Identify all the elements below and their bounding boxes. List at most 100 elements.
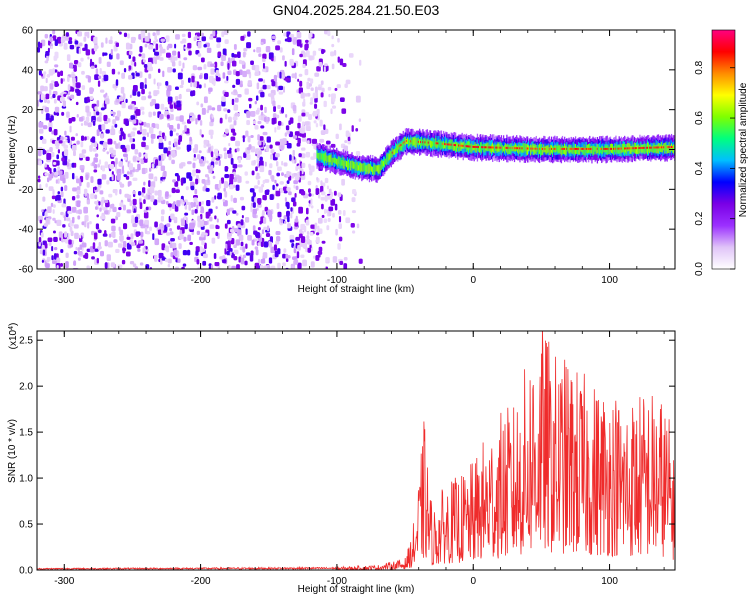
noise-cell bbox=[158, 192, 162, 199]
noise-cell bbox=[256, 154, 261, 158]
noise-cell bbox=[292, 149, 295, 157]
noise-cell bbox=[85, 49, 91, 56]
signal-peak-cell bbox=[600, 147, 603, 150]
noise-cell bbox=[275, 240, 280, 245]
noise-cell bbox=[148, 44, 154, 50]
noise-cell bbox=[203, 139, 208, 145]
noise-cell bbox=[218, 183, 222, 189]
noise-cell bbox=[278, 85, 284, 91]
x-tick-label: -300 bbox=[54, 275, 74, 286]
noise-cell bbox=[258, 160, 264, 167]
noise-cell bbox=[230, 157, 234, 165]
signal-peak-cell bbox=[649, 146, 652, 149]
signal-cell bbox=[368, 163, 371, 174]
signal-peak-cell bbox=[625, 147, 628, 150]
signal-cell bbox=[471, 143, 473, 153]
noise-cell bbox=[290, 207, 293, 212]
noise-cell bbox=[150, 195, 155, 202]
noise-cell bbox=[222, 259, 227, 264]
noise-cell bbox=[132, 177, 138, 182]
noise-cell bbox=[127, 181, 130, 187]
noise-cell bbox=[81, 242, 87, 248]
noise-cell bbox=[94, 194, 98, 200]
noise-cell bbox=[208, 129, 214, 136]
signal-cell bbox=[436, 141, 438, 149]
noise-cell bbox=[231, 225, 235, 230]
noise-cell bbox=[189, 136, 192, 142]
snr-panel: -300 -200 -100 0 100 0.00.51.01.52.02.5 Heig… bbox=[7, 323, 676, 595]
noise-cell bbox=[54, 140, 60, 147]
noise-cell bbox=[241, 60, 245, 65]
signal-cell bbox=[655, 145, 657, 154]
noise-cell bbox=[189, 176, 193, 182]
noise-cell bbox=[115, 248, 120, 254]
y-tick-label: -60 bbox=[19, 265, 34, 276]
signal-cell bbox=[533, 145, 535, 156]
noise-cell bbox=[293, 180, 299, 185]
noise-cell bbox=[244, 88, 249, 95]
noise-cell bbox=[94, 153, 99, 158]
noise-cell bbox=[254, 262, 260, 269]
noise-cell bbox=[177, 51, 181, 59]
noise-cell bbox=[312, 54, 315, 61]
noise-cell bbox=[337, 192, 342, 197]
noise-cell bbox=[215, 231, 219, 237]
noise-cell bbox=[118, 226, 121, 232]
noise-cell bbox=[262, 53, 267, 60]
signal-cell bbox=[628, 142, 630, 151]
noise-cell bbox=[49, 83, 54, 90]
noise-cell bbox=[238, 256, 241, 263]
noise-cell bbox=[71, 144, 77, 151]
noise-cell bbox=[60, 248, 64, 253]
noise-cell bbox=[284, 60, 287, 67]
noise-cell bbox=[230, 194, 233, 202]
noise-cell bbox=[152, 165, 155, 170]
noise-cell bbox=[298, 73, 303, 77]
noise-cell bbox=[44, 150, 47, 155]
noise-cell bbox=[77, 257, 81, 261]
noise-cell bbox=[331, 63, 335, 70]
noise-cell bbox=[275, 183, 279, 187]
noise-cell bbox=[233, 249, 239, 255]
noise-cell bbox=[139, 119, 142, 124]
noise-cell bbox=[196, 204, 199, 210]
noise-cell bbox=[163, 170, 167, 177]
signal-peak-cell bbox=[601, 147, 604, 150]
noise-cell bbox=[316, 66, 321, 72]
noise-cell bbox=[292, 104, 297, 112]
noise-cell bbox=[300, 236, 306, 243]
colorbar-ticks: 0.00.20.40.60.8 bbox=[694, 60, 735, 276]
noise-cell bbox=[294, 218, 299, 223]
noise-cell bbox=[139, 262, 144, 266]
noise-cell bbox=[178, 243, 182, 250]
noise-cell bbox=[186, 144, 192, 151]
noise-cell bbox=[287, 216, 290, 223]
noise-cell bbox=[141, 53, 146, 59]
noise-cell bbox=[80, 57, 84, 62]
noise-cell bbox=[337, 243, 341, 250]
noise-cell bbox=[172, 154, 175, 158]
noise-cell bbox=[90, 176, 94, 183]
signal-cell bbox=[376, 165, 378, 172]
noise-cell bbox=[240, 241, 244, 247]
noise-cell bbox=[250, 250, 254, 255]
signal-cell bbox=[490, 144, 493, 154]
noise-cell bbox=[94, 45, 99, 49]
signal-cell bbox=[639, 145, 641, 154]
noise-cell bbox=[293, 184, 296, 189]
signal-peak-cell bbox=[669, 146, 672, 149]
noise-cell bbox=[132, 85, 138, 92]
signal-cell bbox=[508, 144, 510, 154]
signal-peak-cell bbox=[454, 144, 457, 147]
noise-cell bbox=[284, 197, 287, 202]
noise-cell bbox=[77, 250, 83, 256]
signal-cell bbox=[573, 147, 576, 154]
noise-cell bbox=[137, 190, 142, 196]
noise-cell bbox=[149, 186, 155, 194]
noise-cell bbox=[188, 204, 192, 211]
noise-cell bbox=[98, 159, 102, 165]
noise-cell bbox=[45, 77, 48, 84]
noise-cell bbox=[137, 248, 141, 252]
noise-cell bbox=[305, 39, 309, 43]
noise-cell bbox=[48, 186, 54, 191]
